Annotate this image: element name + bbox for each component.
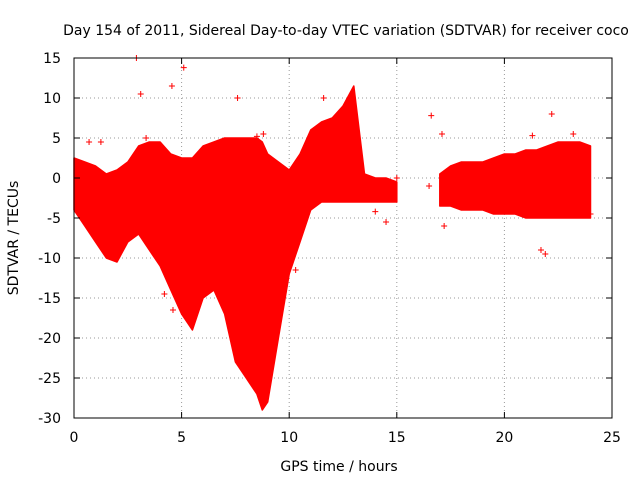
data-point-marker bbox=[428, 112, 435, 119]
x-axis-label: GPS time / hours bbox=[280, 459, 397, 475]
y-tick-label: 10 bbox=[43, 91, 61, 107]
data-point-marker bbox=[529, 132, 536, 139]
y-tick-label: 0 bbox=[52, 171, 61, 187]
data-point-marker bbox=[537, 247, 544, 253]
y-axis-label: SDTVAR / TECUs bbox=[6, 181, 22, 296]
x-tick-label: 10 bbox=[280, 430, 298, 446]
y-tick-label: -20 bbox=[38, 331, 61, 347]
data-point-marker bbox=[393, 175, 400, 181]
data-point-marker bbox=[441, 223, 448, 229]
x-tick-label: 25 bbox=[603, 430, 621, 446]
y-tick-label: -10 bbox=[38, 251, 61, 267]
data-band-segment-1 bbox=[73, 85, 398, 411]
data-point-marker bbox=[383, 219, 390, 225]
data-point-marker bbox=[137, 91, 144, 97]
x-tick-label: 15 bbox=[388, 430, 406, 446]
data-point-marker bbox=[168, 83, 175, 89]
data-point-marker bbox=[253, 133, 260, 140]
data-point-marker bbox=[426, 183, 433, 189]
y-tick-label: -5 bbox=[47, 211, 61, 227]
data-point-marker bbox=[587, 211, 594, 217]
data-point-marker bbox=[372, 208, 379, 215]
data-point-marker bbox=[542, 251, 549, 257]
y-tick-label: 5 bbox=[52, 131, 61, 147]
x-tick-label: 5 bbox=[177, 430, 186, 446]
data-point-marker bbox=[161, 291, 168, 297]
x-tick-label: 20 bbox=[495, 430, 513, 446]
data-point-marker bbox=[143, 135, 150, 141]
data-point-marker bbox=[335, 183, 342, 189]
y-tick-label: -30 bbox=[38, 411, 61, 427]
y-tick-label: -15 bbox=[38, 291, 61, 307]
data-point-marker bbox=[292, 267, 299, 273]
data-point-marker bbox=[570, 131, 577, 137]
data-point-marker bbox=[548, 111, 555, 117]
data-point-marker bbox=[97, 139, 104, 145]
data-point-marker bbox=[438, 131, 445, 137]
y-tick-label: -25 bbox=[38, 371, 61, 387]
chart-title: Day 154 of 2011, Sidereal Day-to-day VTE… bbox=[63, 23, 629, 39]
x-tick-label: 0 bbox=[70, 430, 79, 446]
data-point-marker bbox=[86, 139, 93, 145]
data-point-marker bbox=[260, 131, 267, 137]
plot-frame bbox=[73, 57, 613, 419]
data-point-marker bbox=[180, 64, 187, 71]
data-series bbox=[73, 55, 594, 411]
data-point-marker bbox=[169, 307, 176, 313]
data-band-segment-2 bbox=[439, 141, 592, 219]
data-point-marker bbox=[234, 95, 241, 101]
y-tick-label: 15 bbox=[43, 51, 61, 67]
data-point-marker bbox=[320, 95, 327, 101]
